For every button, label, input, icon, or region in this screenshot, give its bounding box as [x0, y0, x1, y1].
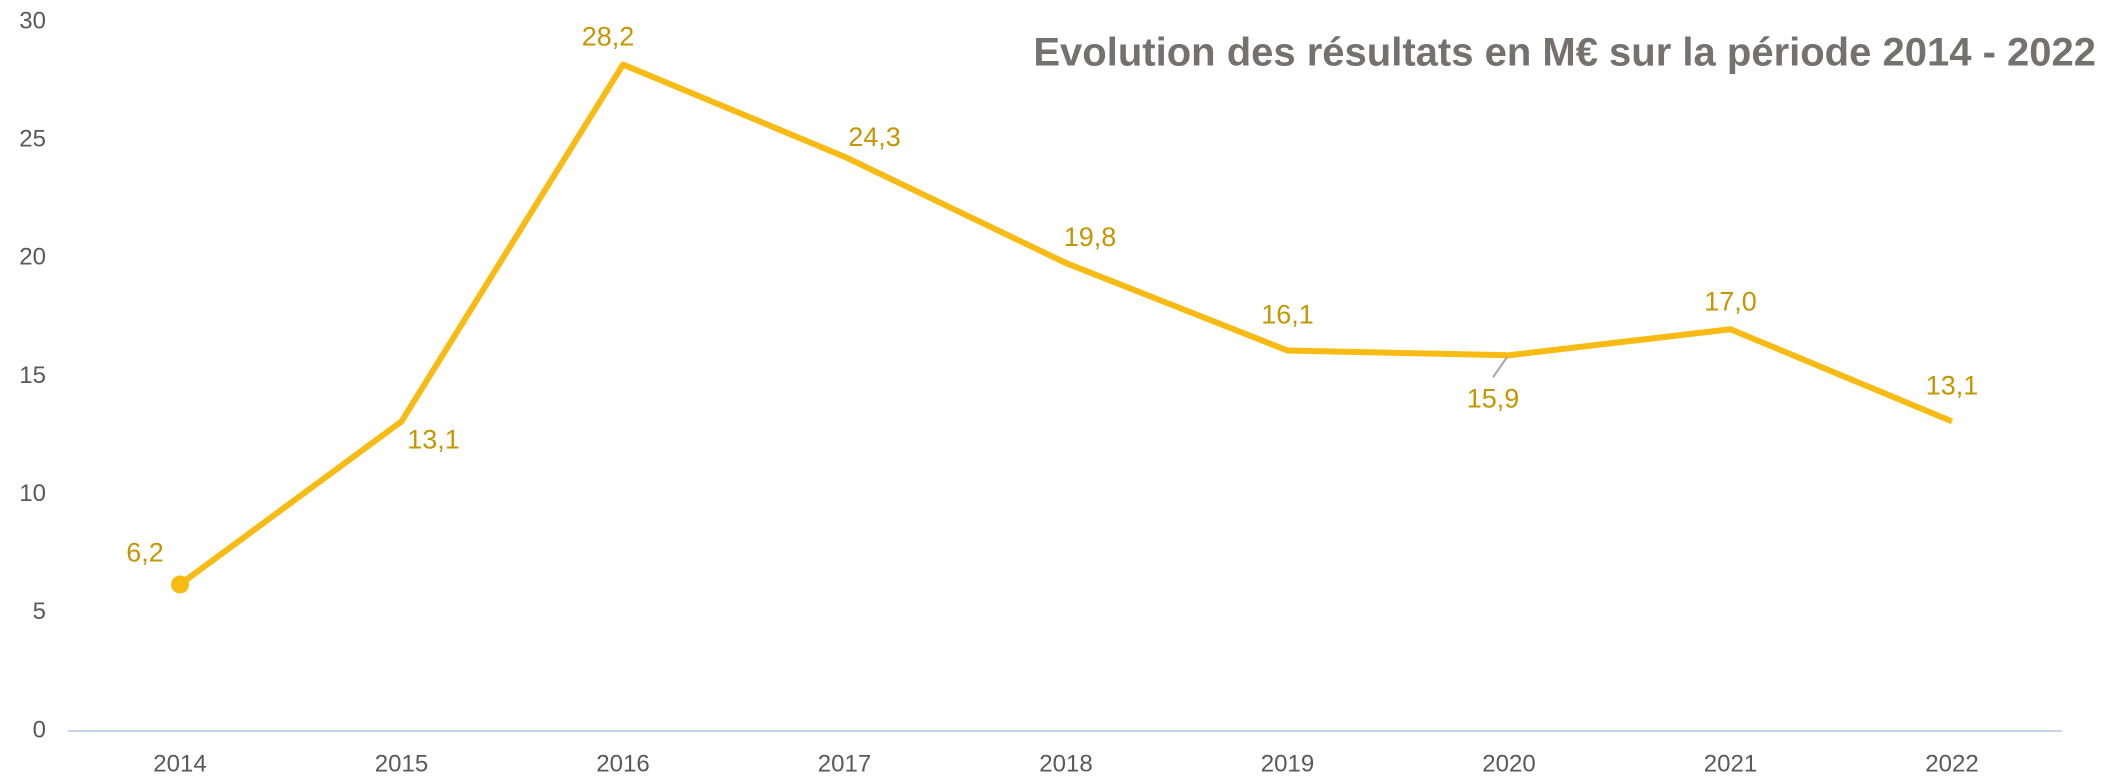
line-series [178, 61, 1954, 587]
data-label: 16,1 [1261, 300, 1314, 330]
data-label: 6,2 [126, 538, 164, 568]
x-tick-label: 2021 [1704, 750, 1757, 777]
y-tick-label: 25 [19, 126, 46, 153]
chart-title: Evolution des résultats en M€ sur la pér… [1033, 31, 2096, 75]
x-tick-label: 2018 [1039, 750, 1092, 777]
data-label: 15,9 [1467, 383, 1520, 413]
data-label: 17,0 [1704, 286, 1757, 316]
x-tick-label: 2014 [153, 750, 206, 777]
y-tick-label: 5 [33, 598, 46, 625]
x-tick-label: 2015 [375, 750, 428, 777]
y-tick-label: 30 [19, 7, 46, 34]
leader-line [1492, 356, 1508, 378]
data-label: 13,1 [1926, 371, 1979, 401]
y-tick-label: 20 [19, 244, 46, 271]
x-tick-label: 2017 [818, 750, 871, 777]
y-tick-label: 10 [19, 480, 46, 507]
x-tick-label: 2020 [1482, 750, 1535, 777]
y-tick-label: 0 [33, 716, 46, 743]
x-tick-label: 2016 [596, 750, 649, 777]
point-marker [171, 575, 189, 594]
x-tick-label: 2022 [1925, 750, 1978, 777]
data-label: 19,8 [1064, 222, 1117, 252]
data-label: 28,2 [582, 22, 635, 52]
x-tick-label: 2019 [1261, 750, 1314, 777]
y-tick-label: 15 [19, 362, 46, 389]
data-label: 24,3 [848, 122, 901, 152]
data-label: 13,1 [407, 425, 460, 455]
